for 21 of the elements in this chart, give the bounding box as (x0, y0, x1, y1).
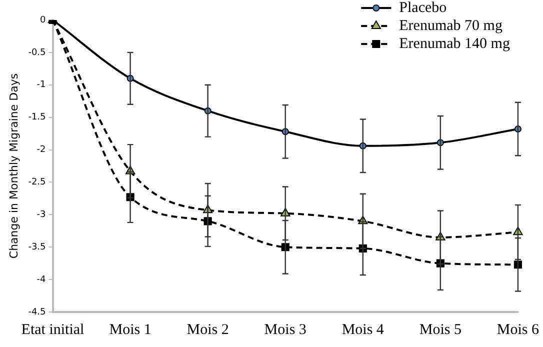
y-tick-label: -0.5 (28, 48, 46, 58)
y-tick-label: -2.5 (28, 178, 46, 188)
x-tick-label: Etat initial (21, 322, 84, 338)
x-tick-label: Mois 6 (496, 322, 540, 338)
x-tick-label: Mois 2 (186, 322, 229, 338)
y-tick-label: -2 (36, 145, 46, 156)
y-tick-label: -1.5 (28, 112, 46, 123)
legend-label: Erenumab 140 mg (399, 36, 510, 52)
y-tick-label: 0 (40, 15, 46, 26)
x-tick-label: Mois 3 (264, 322, 306, 338)
x-tick-label: Mois 5 (419, 322, 462, 338)
legend-label: Placebo (399, 0, 447, 16)
y-tick-label: -3 (36, 210, 46, 220)
y-tick-label: -3.5 (28, 242, 46, 252)
y-axis-title: Change in Monthly Migraine Days (7, 73, 20, 259)
legend-label: Erenumab 70 mg (399, 18, 503, 34)
y-tick-label: -4.5 (28, 307, 46, 318)
x-tick-label: Mois 4 (342, 322, 384, 338)
x-tick-label: Mois 1 (109, 322, 152, 338)
y-tick-label: -1 (36, 80, 46, 90)
y-tick-label: -4 (36, 274, 46, 285)
